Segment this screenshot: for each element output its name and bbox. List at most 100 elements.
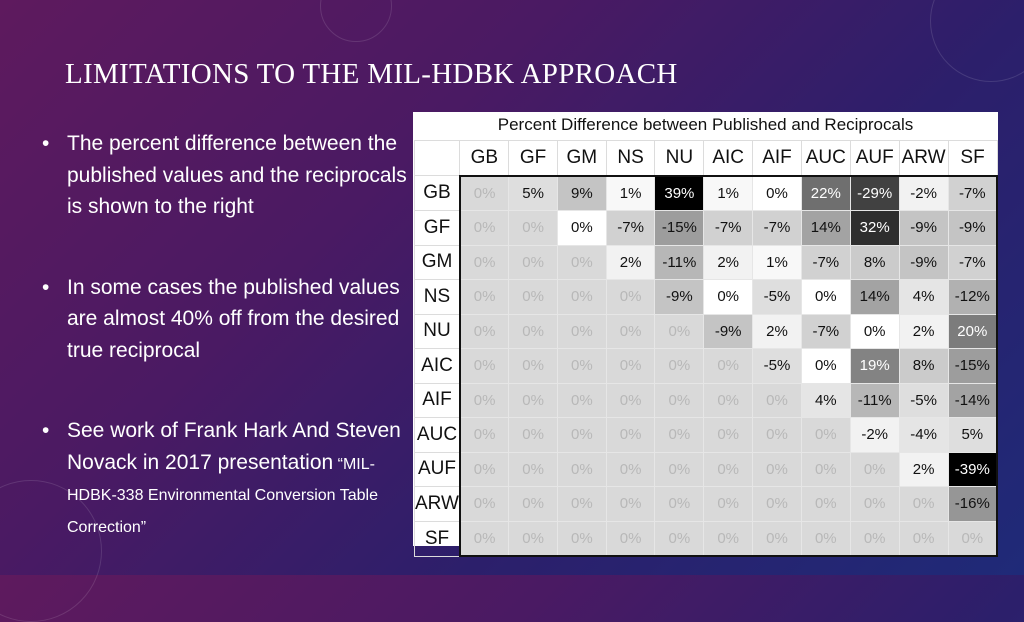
row-header-auc: AUC — [413, 417, 461, 453]
bullet-text: The percent difference between the publi… — [67, 132, 407, 218]
column-header-sf: SF — [947, 140, 998, 176]
table-cell: 4% — [800, 382, 851, 418]
table-cell: 0% — [849, 451, 900, 487]
table-cell: 0% — [458, 417, 510, 453]
row-header-gf: GF — [413, 210, 461, 246]
table-cell: 0% — [654, 348, 705, 384]
table-cell: 0% — [458, 174, 510, 211]
table-cell: -2% — [898, 174, 949, 211]
table-cell: 5% — [947, 417, 998, 453]
table-cell: -4% — [898, 417, 949, 453]
table-cell: 2% — [898, 451, 949, 487]
table-cell: -15% — [947, 348, 998, 384]
bullet-item: In some cases the published values are a… — [40, 272, 412, 367]
table-cell: 0% — [703, 382, 754, 418]
table-cell: 0% — [605, 451, 656, 487]
row-header-gb: GB — [413, 175, 461, 211]
column-header-gb: GB — [459, 140, 510, 176]
table-cell: 0% — [703, 451, 754, 487]
table-cell: -9% — [898, 210, 949, 246]
table-cell: 0% — [508, 520, 558, 557]
table-cell: 0% — [605, 348, 656, 384]
table-cell: 0% — [703, 417, 754, 453]
table-cell: 0% — [898, 520, 949, 557]
table-row: SF 0% 0% 0% 0% 0% 0% 0% 0% 0% 0% 0% — [413, 520, 998, 557]
bullet-list: The percent difference between the publi… — [40, 128, 412, 590]
table-row: AIF 0% 0% 0% 0% 0% 0% 0% 4% -11% -5% -14% — [413, 382, 998, 418]
column-header-aic: AIC — [703, 140, 754, 176]
table-cell: 0% — [556, 279, 607, 315]
table-cell: 0% — [556, 382, 607, 418]
table-cell: -14% — [947, 382, 998, 418]
decorative-circle — [930, 0, 1024, 82]
table-cell: 0% — [800, 520, 851, 557]
table-cell: 2% — [898, 313, 949, 349]
table-cell: 0% — [849, 520, 900, 557]
table-cell: 0% — [458, 279, 510, 315]
table-cell: 1% — [605, 174, 656, 211]
table-row: AUC 0% 0% 0% 0% 0% 0% 0% 0% -2% -4% 5% — [413, 417, 998, 453]
table-cell: -39% — [947, 451, 998, 487]
column-header-aif: AIF — [752, 140, 802, 176]
table-cell: 1% — [752, 244, 802, 280]
table-cell: 1% — [703, 174, 754, 211]
table-cell: 39% — [654, 174, 705, 211]
table-row: GF 0% 0% 0% -7% -15% -7% -7% 14% 32% -9% -9% — [413, 210, 998, 246]
table-corner — [413, 140, 461, 176]
table-cell: 0% — [458, 244, 510, 280]
table-cell: 0% — [752, 486, 802, 522]
table-row: AUF 0% 0% 0% 0% 0% 0% 0% 0% 0% 2% -39% — [413, 451, 998, 487]
table-cell: 0% — [458, 348, 510, 384]
table-cell: 4% — [898, 279, 949, 315]
table-cell: 0% — [556, 348, 607, 384]
table-cell: 0% — [752, 451, 802, 487]
column-header-auc: AUC — [800, 140, 851, 176]
table-cell: 14% — [849, 279, 900, 315]
table-cell: 0% — [654, 451, 705, 487]
table-cell: 19% — [849, 348, 900, 384]
column-header-arw: ARW — [898, 140, 949, 176]
table-cell: 0% — [703, 348, 754, 384]
table-cell: 5% — [508, 174, 558, 211]
table-cell: 20% — [947, 313, 998, 349]
row-header-sf: SF — [413, 520, 461, 557]
table-row: GM 0% 0% 0% 2% -11% 2% 1% -7% 8% -9% -7% — [413, 244, 998, 280]
table-cell: 2% — [605, 244, 656, 280]
bullet-text: In some cases the published values are a… — [67, 275, 400, 362]
table-row: NU 0% 0% 0% 0% 0% -9% 2% -7% 0% 2% 20% — [413, 313, 998, 349]
table-cell: 0% — [605, 279, 656, 315]
table-cell: 0% — [800, 279, 851, 315]
table-cell: 0% — [508, 279, 558, 315]
table-cell: -7% — [947, 244, 998, 280]
table-cell: -29% — [849, 174, 900, 211]
table-cell: 0% — [947, 520, 998, 557]
table-cell: -5% — [752, 279, 802, 315]
table-cell: -16% — [947, 486, 998, 522]
table-cell: 0% — [508, 486, 558, 522]
row-header-arw: ARW — [413, 486, 461, 522]
table-cell: -11% — [654, 244, 705, 280]
row-header-ns: NS — [413, 279, 461, 315]
table-cell: -7% — [752, 210, 802, 246]
bullet-text: See work of Frank Hark And Steven Novack… — [67, 419, 401, 474]
table-cell: 0% — [800, 417, 851, 453]
table-cell: 0% — [703, 520, 754, 557]
decorative-circle — [320, 0, 392, 42]
table-cell: 0% — [458, 451, 510, 487]
table-cell: 0% — [752, 520, 802, 557]
row-header-aic: AIC — [413, 348, 461, 384]
table-cell: -9% — [703, 313, 754, 349]
table-row: NS 0% 0% 0% 0% -9% 0% -5% 0% 14% 4% -12% — [413, 279, 998, 315]
table-cell: 22% — [800, 174, 851, 211]
row-header-aif: AIF — [413, 382, 461, 418]
table-cell: 0% — [556, 210, 607, 246]
table-cell: 0% — [800, 486, 851, 522]
table-cell: 0% — [508, 451, 558, 487]
table-cell: 0% — [556, 486, 607, 522]
table-cell: 0% — [605, 486, 656, 522]
bullet-citation: “MIL-HDBK-338 Environmental Conversion T… — [67, 455, 378, 536]
table-cell: 0% — [654, 313, 705, 349]
table-row: ARW 0% 0% 0% 0% 0% 0% 0% 0% 0% 0% -16% — [413, 486, 998, 522]
table-cell: 0% — [556, 451, 607, 487]
table-cell: -5% — [752, 348, 802, 384]
